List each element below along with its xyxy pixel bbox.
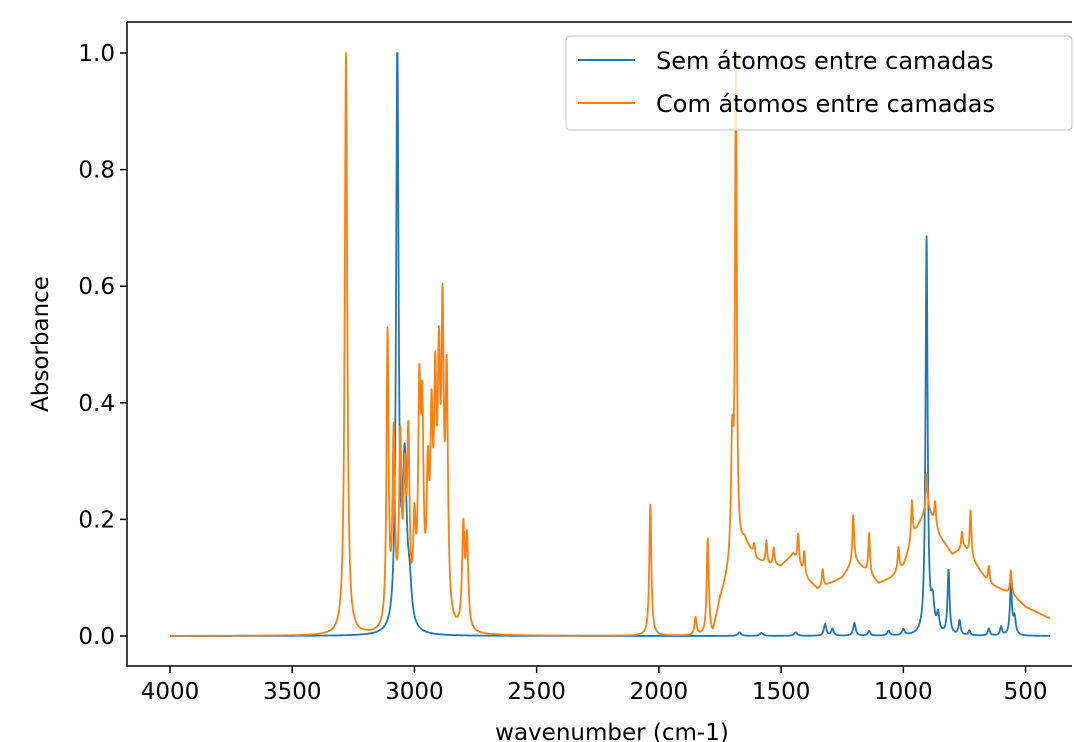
x-tick-label: 1500 [752, 679, 811, 705]
legend: Sem átomos entre camadas Com átomos entr… [565, 35, 1073, 131]
x-tick-label: 3000 [385, 679, 444, 705]
x-tick-label: 2000 [630, 679, 689, 705]
y-tick-label: 0.0 [78, 624, 115, 650]
series-layer [169, 52, 1051, 637]
legend-label-com: Com átomos entre camadas [656, 90, 995, 118]
y-tick-label: 0.4 [78, 391, 115, 417]
x-axis-title: wavenumber (cm-1) [495, 720, 729, 742]
series-line-com-atomos [169, 52, 1051, 637]
x-axis: 4000 3500 3000 2500 2000 1500 1000 500 [141, 666, 1048, 705]
axes-frame [126, 21, 1072, 667]
x-tick-label: 2500 [507, 679, 566, 705]
y-axis-title: Absorbance [28, 276, 54, 412]
y-axis: 0.0 0.2 0.4 0.6 0.8 1.0 [78, 41, 127, 650]
x-tick-label: 1000 [874, 679, 933, 705]
x-tick-label: 4000 [141, 679, 200, 705]
x-tick-label: 500 [1004, 679, 1048, 705]
x-tick-label: 3500 [263, 679, 322, 705]
y-tick-label: 0.6 [78, 274, 115, 300]
y-tick-label: 0.2 [78, 507, 115, 533]
y-tick-label: 1.0 [78, 41, 115, 67]
legend-box [565, 35, 1073, 131]
y-tick-label: 0.8 [78, 158, 115, 184]
legend-label-sem: Sem átomos entre camadas [656, 47, 994, 75]
